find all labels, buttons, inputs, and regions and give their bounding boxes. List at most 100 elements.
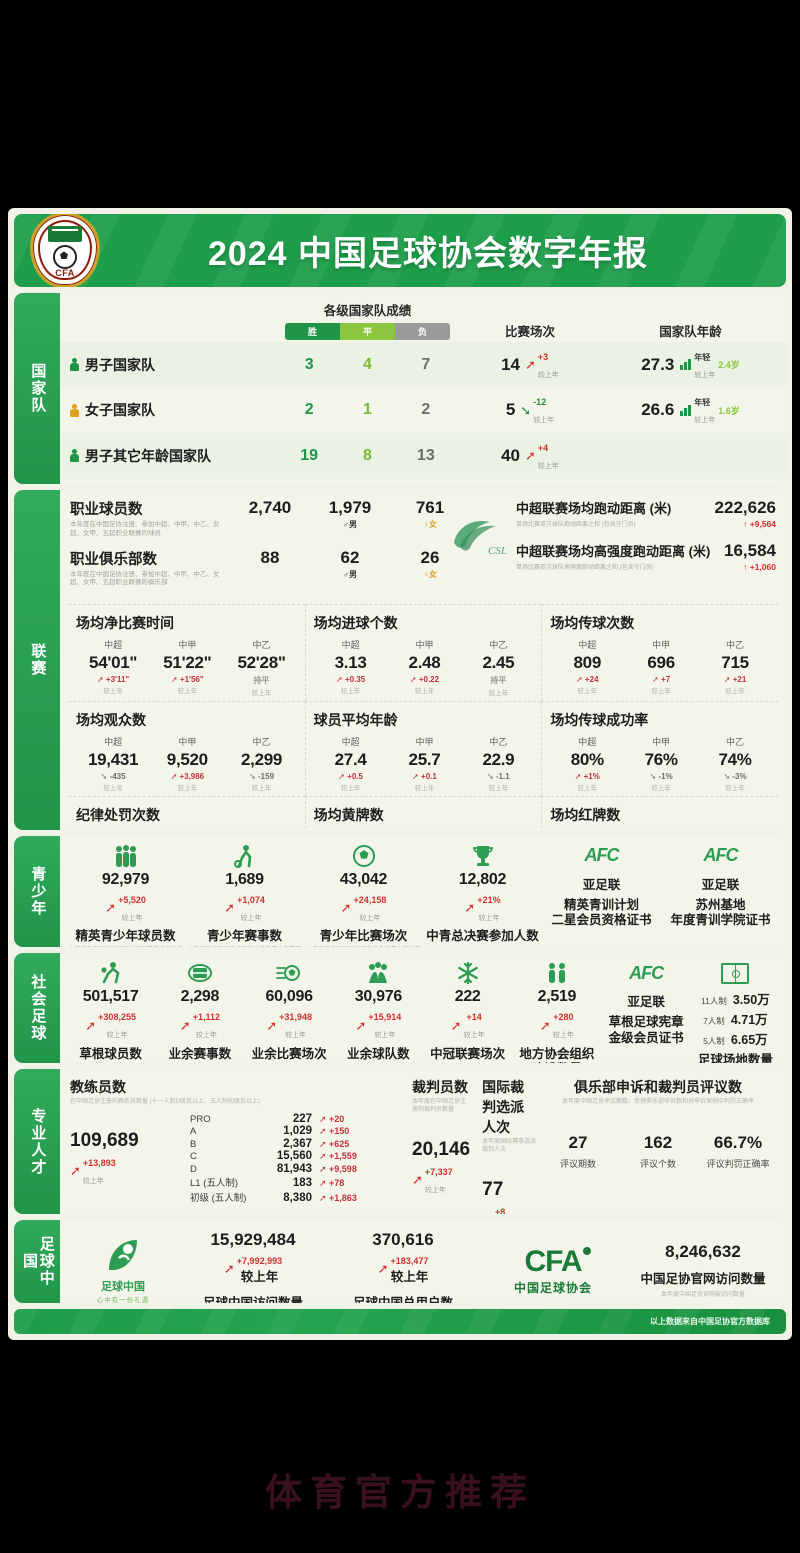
col-title-results: 各级国家队成绩 bbox=[323, 303, 412, 318]
league-metric-cell: 场均净比赛时间 中超 54'01" ➚ +3'11" 较上年 中甲 51'22" ➚ +1'5… bbox=[68, 603, 305, 701]
up-arrow-icon: ➚ bbox=[179, 1017, 191, 1033]
level-label: 中超 bbox=[341, 736, 360, 747]
stat-cell: 2,298 ➚ +1,112 较上年 业余赛事数 bbox=[155, 961, 244, 1063]
metric-change: ➘ -1.1 bbox=[487, 771, 510, 781]
afc-logo-icon: AFC bbox=[629, 962, 664, 983]
up-arrow-icon: ➚ bbox=[377, 1261, 389, 1277]
csl-running-block: CSL 中超联赛场均跑动距离 (米) 单场比赛双方球队跑动距离之和 (包含守门员… bbox=[454, 498, 776, 598]
bar-chart-icon bbox=[680, 359, 692, 371]
delta-note: 较上年 bbox=[285, 1032, 307, 1040]
stat-value: 501,517 bbox=[82, 988, 139, 1006]
age-years: 1.6岁 bbox=[718, 405, 740, 416]
age-tag: 年轻 bbox=[694, 398, 711, 408]
pro-clubs-total: 88 bbox=[260, 547, 280, 567]
league-metric-cell: 纪律处罚次数中超25➘ -38较上年中甲35➘ -19较上年中乙42➚ +12较… bbox=[68, 795, 305, 830]
snowflake-icon bbox=[425, 961, 510, 985]
losses: 2 bbox=[421, 401, 431, 419]
stat-value: 43,042 bbox=[339, 870, 388, 888]
field-count: 3.50万 bbox=[732, 993, 770, 1008]
football-china-users: 370,616 ➚ +183,477 较上年 足球中国总用户数 bbox=[328, 1230, 478, 1303]
metric-yoy: 较上年 bbox=[577, 784, 598, 792]
metric-change: ➘ -1% bbox=[649, 771, 673, 781]
delta: ➚ +14 较上年 bbox=[451, 1008, 485, 1042]
stat-cell: 2,519 ➚+280 较上年地方协会组织建设数量 bbox=[512, 961, 601, 1063]
list-item: D 81,943 ➚ +9,598 bbox=[190, 1163, 400, 1175]
level-label: 中超 bbox=[104, 639, 123, 650]
pro-players-male: 1,979 bbox=[328, 498, 372, 518]
matches-cell: 14 ➚ +3 较上年 bbox=[455, 348, 605, 382]
stat-cell: 30,976 ➚ +15,914 较上年 业余球队数 bbox=[334, 961, 423, 1063]
users-value: 370,616 bbox=[372, 1230, 434, 1249]
delta-value: +1,112 bbox=[192, 1012, 220, 1023]
stat-value: 60,096 bbox=[265, 988, 313, 1006]
col-title-matches: 比赛场次 bbox=[504, 324, 555, 339]
level-label: 中甲 bbox=[652, 639, 671, 650]
metric-yoy: 较上年 bbox=[577, 687, 598, 695]
high-intensity-delta: +1,060 bbox=[749, 562, 776, 573]
cfa-site-visits: 8,246,632 中国足协官网访问数量 本年度中国足协官网被访问数量 bbox=[628, 1242, 778, 1298]
female-icon: ♀ bbox=[423, 569, 429, 579]
section-tab-league: 联赛 bbox=[14, 490, 60, 830]
delta: ➚ +280 较上年 bbox=[540, 1008, 574, 1042]
field-count: 4.71万 bbox=[730, 1013, 768, 1028]
delta-note: 较上年 bbox=[537, 462, 559, 470]
metric-change: ➚ +0.5 bbox=[338, 771, 363, 781]
matches-value: 14 bbox=[501, 354, 520, 374]
stat-value: 2,519 bbox=[537, 988, 577, 1006]
pro-clubs-female-label: 女 bbox=[429, 569, 437, 579]
national-team-rows: 男子国家队 3 4 7 14 ➚ +3 较上年 27.3 年轻 较上年 2.4岁 女子国家队 2 1 2 5 ➘ -… bbox=[60, 341, 786, 484]
matches-value: 40 bbox=[501, 445, 520, 465]
delta: ➚ +1,112 较上年 bbox=[180, 1008, 220, 1042]
table-row: 女子国家队 2 1 2 5 ➘ -12 较上年 26.6 年轻 较上年 1.6岁 bbox=[60, 387, 786, 433]
metric-level-column: 中甲 25.7 ➚ +0.1 较上年 bbox=[388, 735, 462, 792]
afc-logo-icon: AFC bbox=[584, 845, 620, 866]
age-cell: 27.3 年轻 较上年 2.4岁 bbox=[605, 348, 776, 382]
metric-value: 76% bbox=[644, 749, 678, 769]
stat-label: 足球场地数量 bbox=[697, 1053, 773, 1064]
delta-note: 较上年 bbox=[359, 914, 381, 922]
metric-yoy: 较上年 bbox=[177, 784, 198, 792]
appeal-value: 162 bbox=[643, 1132, 673, 1152]
delta-value: +308,255 bbox=[98, 1012, 136, 1023]
appeal-cell: 27 评议期数 bbox=[538, 1133, 618, 1170]
metric-title: 场均黄牌数 bbox=[313, 806, 384, 823]
male-icon: ♂ bbox=[343, 520, 349, 530]
metric-yoy: 较上年 bbox=[340, 784, 361, 792]
metric-yoy: 较上年 bbox=[103, 687, 123, 695]
col-title-age: 国家队年龄 bbox=[659, 324, 722, 339]
metric-level-column: 中超 54'01" ➚ +3'11" 较上年 bbox=[76, 638, 150, 697]
svg-text:CSL: CSL bbox=[488, 545, 507, 557]
stat-label: 草根球员数 bbox=[79, 1046, 142, 1061]
coach-level-change: ➚ +1,559 bbox=[319, 1151, 357, 1162]
stat-cell-fields: 11人制 3.50万 7人制 4.71万 5人制 6.65万 足球场地数量 bbox=[691, 961, 780, 1063]
team-name-cell: 男子其它年龄国家队 bbox=[70, 446, 280, 466]
level-label: 中甲 bbox=[178, 736, 197, 747]
metric-value: 809 bbox=[573, 652, 602, 672]
metric-value: 2,299 bbox=[241, 749, 283, 769]
delta-note: 较上年 bbox=[478, 914, 500, 922]
list-item: A 1,029 ➚ +150 bbox=[190, 1125, 400, 1137]
metric-change: ➘ -435 bbox=[100, 771, 126, 781]
level-label: 中乙 bbox=[252, 639, 271, 650]
metric-yoy: 较上年 bbox=[725, 784, 745, 792]
section-national-team: 国家队 各级国家队成绩 胜 平 负 比赛场次 国家队年龄 男子国家队 3 4 7 14 ➚… bbox=[14, 292, 786, 485]
delta-value: +14 bbox=[466, 1012, 482, 1023]
level-label: 中乙 bbox=[489, 639, 508, 650]
age-trend: 年轻 较上年 2.4岁 bbox=[680, 348, 740, 382]
metric-value: 27.4 bbox=[334, 749, 367, 769]
metric-level-column: 中甲 696 ➚ +7 较上年 bbox=[624, 638, 698, 695]
person-icon bbox=[70, 449, 79, 463]
high-intensity-title: 中超联赛场均高强度跑动距离 (米) bbox=[516, 544, 711, 560]
metric-level-column: 中乙 22.9 ➘ -1.1 较上年 bbox=[461, 735, 535, 792]
metric-level-column: 中超 3.13 ➚ +0.35 较上年 bbox=[314, 638, 388, 697]
metric-change: ➘ -159 bbox=[249, 771, 275, 781]
metric-change: ➘ -3% bbox=[723, 771, 747, 781]
up-arrow-icon: ➚ bbox=[539, 1017, 551, 1033]
metric-value: 19,431 bbox=[88, 749, 139, 769]
appeal-cell: 66.7% 评议判罚正确率 bbox=[698, 1133, 778, 1170]
site-visits-value: 8,246,632 bbox=[665, 1242, 741, 1262]
wins: 3 bbox=[304, 355, 314, 373]
users-yoy: 较上年 bbox=[390, 1269, 429, 1284]
age-cell: 26.6 年轻 较上年 1.6岁 bbox=[605, 393, 776, 427]
